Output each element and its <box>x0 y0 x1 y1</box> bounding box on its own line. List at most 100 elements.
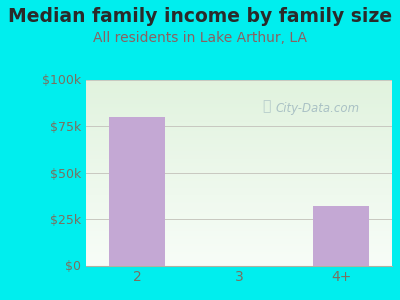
Bar <box>86 114 392 115</box>
Bar <box>86 212 392 213</box>
Bar <box>86 238 392 239</box>
Bar <box>86 121 392 122</box>
Bar <box>86 118 392 119</box>
Bar <box>86 102 392 103</box>
Bar <box>86 145 392 146</box>
Bar <box>86 98 392 99</box>
Bar <box>86 234 392 235</box>
Bar <box>86 143 392 144</box>
Bar <box>86 124 392 125</box>
Bar <box>86 123 392 124</box>
Bar <box>86 217 392 218</box>
Text: City-Data.com: City-Data.com <box>276 102 360 115</box>
Bar <box>86 174 392 175</box>
Bar <box>86 248 392 249</box>
Bar <box>86 93 392 94</box>
Bar <box>86 167 392 168</box>
Bar <box>86 233 392 234</box>
Bar <box>86 196 392 197</box>
Bar <box>86 92 392 93</box>
Bar <box>86 240 392 241</box>
Bar <box>86 226 392 227</box>
Bar <box>86 177 392 178</box>
Bar <box>86 210 392 211</box>
Bar <box>86 166 392 167</box>
Bar <box>86 209 392 210</box>
Bar <box>86 260 392 261</box>
Bar <box>86 251 392 253</box>
Bar <box>86 137 392 138</box>
Bar <box>86 162 392 163</box>
Bar <box>86 89 392 90</box>
Bar <box>86 263 392 264</box>
Bar <box>86 197 392 198</box>
Bar <box>86 129 392 130</box>
Bar <box>86 180 392 181</box>
Bar <box>86 179 392 180</box>
Bar <box>86 160 392 161</box>
Bar <box>86 225 392 226</box>
Bar <box>86 110 392 111</box>
Bar <box>86 242 392 243</box>
Bar <box>86 243 392 244</box>
Bar <box>86 117 392 118</box>
Bar <box>86 132 392 133</box>
Bar <box>86 221 392 222</box>
Bar <box>86 108 392 109</box>
Bar <box>86 203 392 204</box>
Bar <box>86 149 392 150</box>
Bar <box>86 82 392 83</box>
Bar <box>86 116 392 117</box>
Bar <box>86 213 392 214</box>
Bar <box>86 122 392 123</box>
Bar <box>86 104 392 105</box>
Bar <box>86 200 392 201</box>
Bar <box>86 208 392 209</box>
Bar <box>86 264 392 265</box>
Bar <box>86 250 392 251</box>
Bar <box>86 103 392 104</box>
Bar <box>86 256 392 257</box>
Bar <box>86 128 392 129</box>
Bar <box>86 183 392 184</box>
Bar <box>86 246 392 247</box>
Bar <box>86 84 392 85</box>
Bar <box>86 154 392 155</box>
Bar <box>86 168 392 169</box>
Bar <box>86 120 392 121</box>
Bar <box>86 133 392 134</box>
Bar <box>86 85 392 86</box>
Bar <box>86 105 392 106</box>
Bar <box>86 125 392 126</box>
Bar <box>86 175 392 176</box>
Text: Median family income by family size: Median family income by family size <box>8 8 392 26</box>
Bar <box>86 156 392 157</box>
Bar <box>86 165 392 166</box>
Bar <box>86 182 392 183</box>
Bar <box>86 115 392 116</box>
Bar <box>86 83 392 84</box>
Bar <box>86 255 392 256</box>
Bar <box>86 211 392 212</box>
Bar <box>86 144 392 145</box>
Bar <box>86 189 392 190</box>
Bar <box>86 81 392 82</box>
Bar <box>86 172 392 173</box>
Bar <box>86 247 392 248</box>
Bar <box>86 141 392 142</box>
Bar <box>86 170 392 171</box>
Bar <box>86 249 392 250</box>
Bar <box>86 205 392 206</box>
Bar <box>86 152 392 153</box>
Bar <box>86 207 392 208</box>
Bar <box>86 216 392 217</box>
Bar <box>86 191 392 192</box>
Bar <box>86 134 392 135</box>
Bar <box>86 237 392 238</box>
Bar <box>86 161 392 162</box>
Bar <box>313 206 369 266</box>
Bar <box>86 107 392 108</box>
Bar <box>86 220 392 221</box>
Bar <box>86 198 392 199</box>
Bar <box>86 101 392 102</box>
